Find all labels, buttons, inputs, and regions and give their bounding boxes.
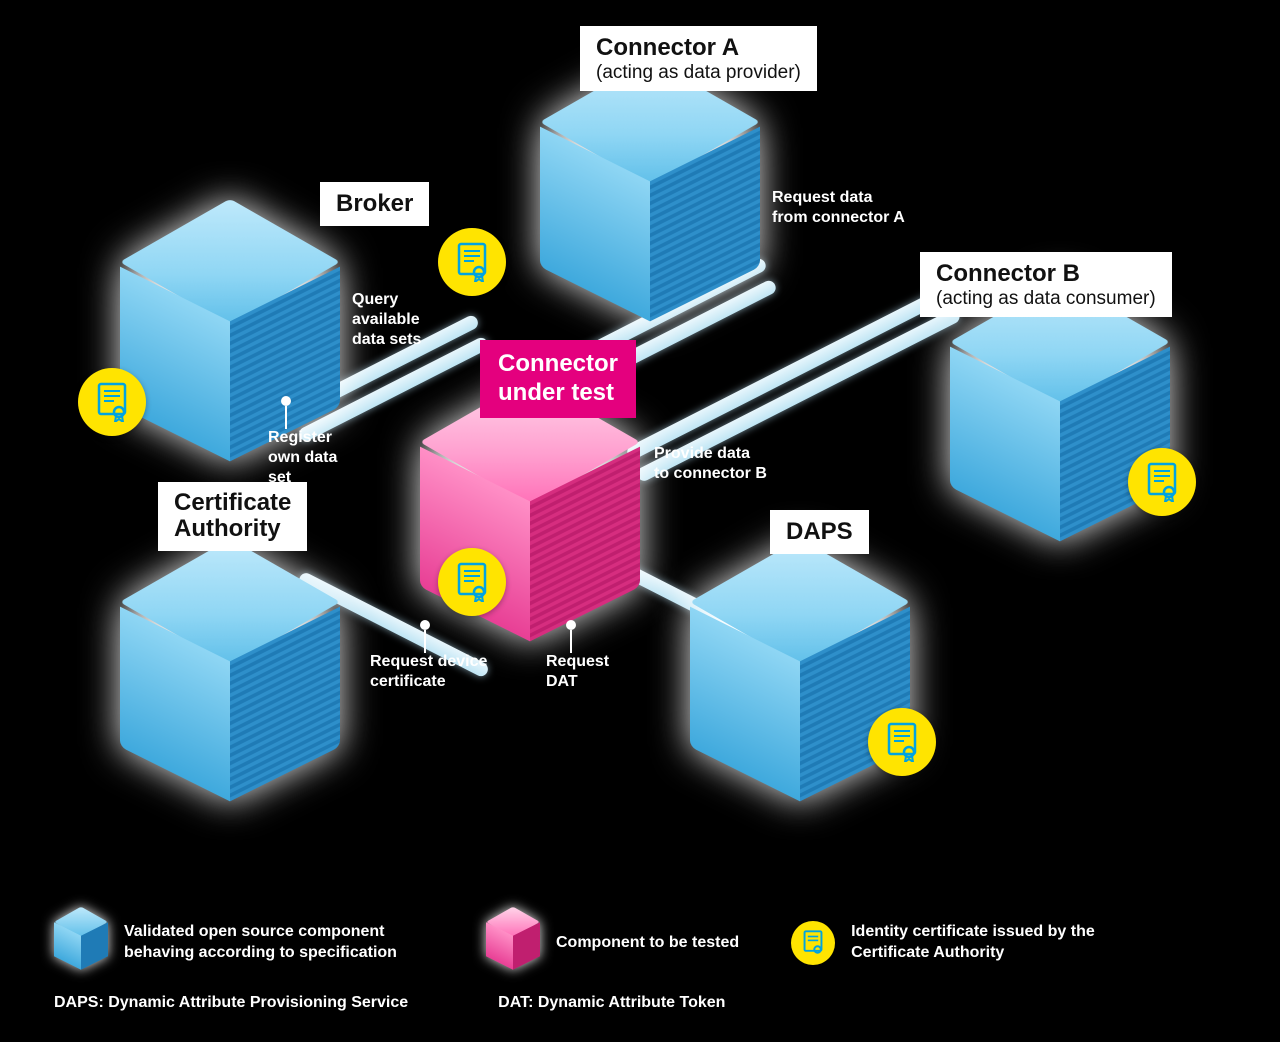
legend-daps-def: DAPS: Dynamic Attribute Provisioning Ser… xyxy=(54,994,408,1012)
cert-daps xyxy=(868,708,936,776)
label-connector-under-test: Connector under test xyxy=(480,340,636,418)
legend-blue-cube: Validated open source component behaving… xyxy=(54,914,434,972)
node-daps xyxy=(690,570,910,810)
edge-text-provide: Provide data to connector B xyxy=(654,444,767,484)
legend-cert-badge: Identity certificate issued by the Certi… xyxy=(791,914,1171,972)
node-connector-under-test xyxy=(420,410,640,650)
cert-connector-under-test xyxy=(438,548,506,616)
label-cert-authority: Certificate Authority xyxy=(158,482,307,551)
cert-connector-b xyxy=(1128,448,1196,516)
certificate-icon xyxy=(1145,462,1179,502)
edge-stem-req-dat xyxy=(570,630,572,653)
label-daps-title: DAPS xyxy=(786,518,853,545)
legend-defs: DAPS: Dynamic Attribute Provisioning Ser… xyxy=(54,994,1226,1012)
certificate-icon xyxy=(885,722,919,762)
label-connector-b-sub: (acting as data consumer) xyxy=(936,288,1156,310)
edge-text-register: Register own data set xyxy=(268,428,337,488)
edge-dot-req-cert xyxy=(420,620,430,630)
label-connector-b-title: Connector B xyxy=(936,260,1080,287)
cert-connector-a xyxy=(438,228,506,296)
center-label-text: Connector under test xyxy=(498,350,618,406)
cert-broker xyxy=(78,368,146,436)
label-broker: Broker xyxy=(320,182,429,226)
edge-text-req-cert: Request device certificate xyxy=(370,652,487,692)
label-connector-a-sub: (acting as data provider) xyxy=(596,62,801,84)
legend-blue-text: Validated open source component behaving… xyxy=(124,922,434,964)
legend-pink-text: Component to be tested xyxy=(556,933,739,954)
label-connector-b: Connector B (acting as data consumer) xyxy=(920,252,1172,317)
node-connector-b xyxy=(950,310,1170,550)
legend-pink-cube: Component to be tested xyxy=(486,914,739,972)
legend-cert-text: Identity certificate issued by the Certi… xyxy=(851,922,1171,964)
edge-stem-req-cert xyxy=(424,630,426,653)
label-connector-a: Connector A (acting as data provider) xyxy=(580,26,817,91)
label-connector-a-title: Connector A xyxy=(596,34,739,61)
label-daps: DAPS xyxy=(770,510,869,554)
mini-cube-blue-icon xyxy=(54,914,108,972)
label-cert-authority-l1: Certificate xyxy=(174,490,291,516)
edge-text-req-a: Request data from connector A xyxy=(772,188,905,228)
certificate-icon xyxy=(455,562,489,602)
edge-text-req-dat: Request DAT xyxy=(546,652,609,692)
edge-text-query: Query available data sets xyxy=(352,290,421,350)
edge-stem-register xyxy=(285,406,287,429)
node-connector-a xyxy=(540,90,760,330)
diagram-stage: Broker Connector A (acting as data provi… xyxy=(0,0,1280,1042)
certificate-icon xyxy=(802,930,824,956)
label-cert-authority-l2: Authority xyxy=(174,516,291,542)
mini-cube-pink-icon xyxy=(486,914,540,972)
label-broker-title: Broker xyxy=(336,190,413,217)
certificate-icon xyxy=(95,382,129,422)
certificate-icon xyxy=(455,242,489,282)
node-cert-authority xyxy=(120,570,340,810)
edge-dot-req-dat xyxy=(566,620,576,630)
legend: Validated open source component behaving… xyxy=(54,914,1226,1012)
legend-dat-def: DAT: Dynamic Attribute Token xyxy=(498,994,725,1012)
mini-cert-icon xyxy=(791,921,835,965)
edge-dot-register xyxy=(281,396,291,406)
